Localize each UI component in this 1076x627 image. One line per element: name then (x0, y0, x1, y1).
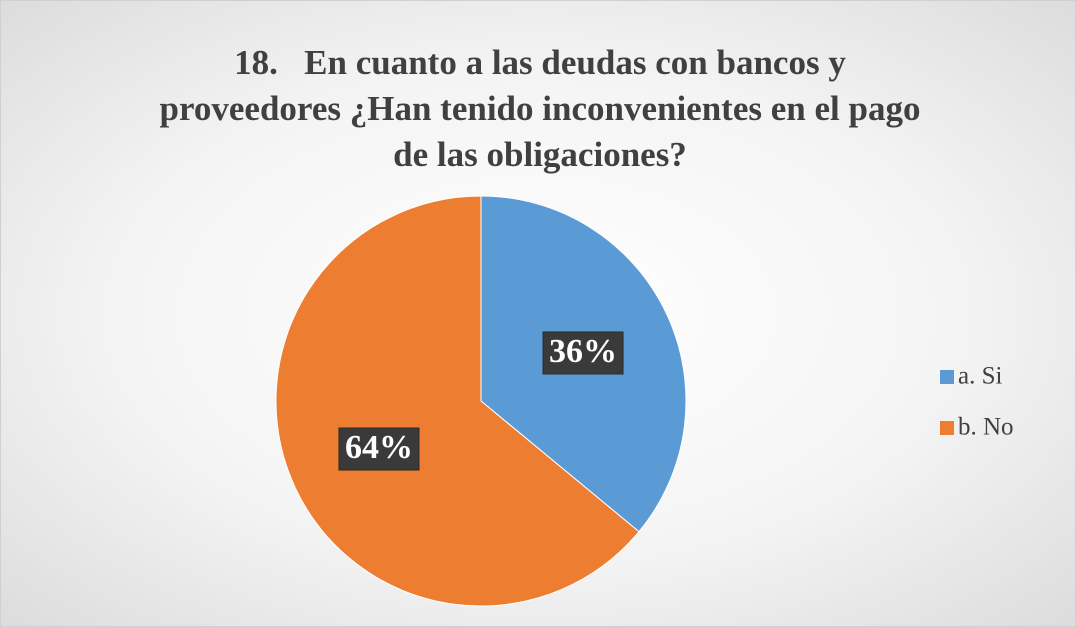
legend-swatch (940, 370, 954, 384)
legend-label: b. No (958, 414, 1014, 441)
legend-swatch (940, 421, 954, 435)
data-label-box (542, 331, 624, 375)
data-label-box (338, 427, 420, 471)
data-label: 36% (549, 333, 617, 370)
legend-label: a. Si (958, 363, 1003, 390)
chart-title: 18. En cuanto a las deudas con bancos y … (159, 43, 930, 174)
pie-slice (275, 195, 640, 607)
data-label: 64% (345, 429, 413, 466)
